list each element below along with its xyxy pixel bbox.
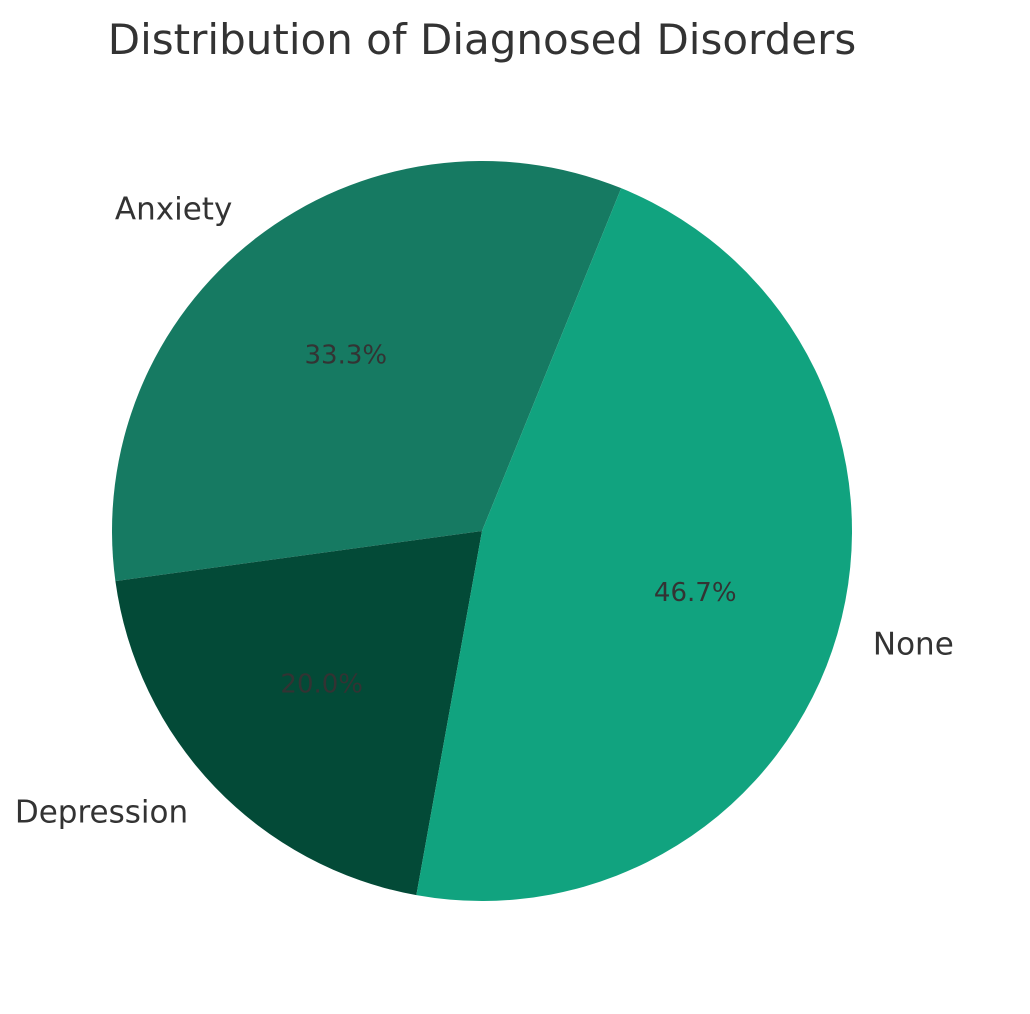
category-label-depression: Depression [15, 795, 188, 831]
category-label-anxiety: Anxiety [115, 192, 232, 228]
category-label-none: None [873, 626, 954, 662]
pie-slice-none [416, 188, 853, 902]
percent-label-depression: 20.0% [280, 670, 363, 700]
pie-slice-depression [115, 531, 482, 896]
pie-labels: Anxiety 33.3% Depression 20.0% None 46.7% [15, 192, 954, 831]
pie-slice-anxiety [111, 160, 622, 582]
pie-slices [111, 160, 853, 902]
percent-label-none: 46.7% [654, 578, 737, 608]
percent-label-anxiety: 33.3% [305, 341, 388, 371]
chart-title: Distribution of Diagnosed Disorders [108, 15, 856, 64]
